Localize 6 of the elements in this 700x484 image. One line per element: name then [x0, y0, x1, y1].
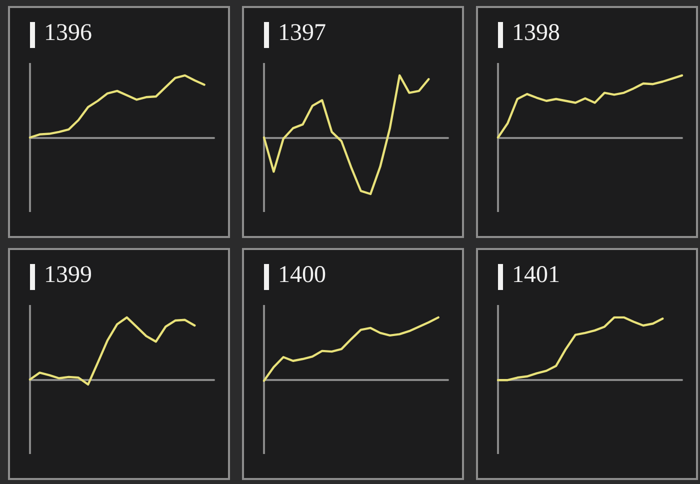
chart-title: 1398 — [512, 20, 560, 47]
chart-title: 1399 — [44, 262, 92, 289]
chart-title: 1400 — [278, 262, 326, 289]
chart-title: 1397 — [278, 20, 326, 47]
chart-title: 1401 — [512, 262, 560, 289]
chart-title: 1396 — [44, 20, 92, 47]
